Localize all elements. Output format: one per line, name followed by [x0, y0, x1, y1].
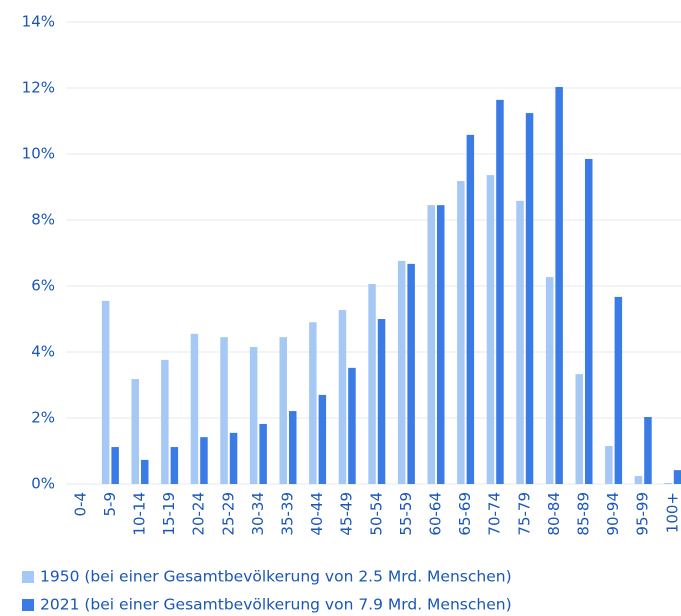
bar — [200, 437, 208, 484]
bar — [249, 347, 258, 484]
y-tick-label: 14% — [22, 13, 55, 31]
x-tick-label: 25-29 — [219, 492, 237, 536]
y-tick-label: 4% — [31, 343, 55, 361]
bar — [338, 310, 347, 484]
bar — [516, 200, 524, 485]
bar — [309, 322, 317, 484]
bar — [397, 260, 406, 484]
x-tick-label: 65-69 — [456, 492, 474, 536]
bar — [486, 175, 495, 484]
y-tick-label: 10% — [22, 145, 55, 163]
x-tick-label: 70-74 — [486, 492, 504, 536]
bar — [368, 284, 376, 484]
x-tick-label: 5-9 — [101, 492, 119, 517]
legend-label: 1950 (bei einer Gesamtbevölkerung von 2.… — [40, 568, 512, 586]
x-tick-label: 40-44 — [308, 492, 326, 536]
bar — [111, 447, 119, 484]
legend-swatch — [22, 571, 34, 583]
x-tick-label: 90-94 — [604, 492, 622, 536]
bar — [466, 134, 475, 485]
x-tick-label: 60-64 — [427, 492, 445, 536]
bar — [457, 181, 465, 484]
bar — [496, 99, 504, 484]
bar — [348, 367, 356, 484]
bar — [377, 319, 386, 484]
bar — [259, 423, 267, 484]
x-tick-label: 85-89 — [575, 492, 593, 536]
y-tick-label: 12% — [22, 79, 55, 97]
x-tick-label: 75-79 — [515, 492, 533, 536]
bar — [101, 300, 110, 484]
bar — [190, 333, 199, 484]
y-tick-label: 2% — [31, 409, 55, 427]
bar — [644, 417, 652, 484]
bar — [131, 379, 139, 484]
y-tick-label: 6% — [31, 277, 55, 295]
legend-swatch — [22, 599, 34, 611]
x-tick-label: 35-39 — [279, 492, 297, 536]
x-tick-label: 15-19 — [160, 492, 178, 536]
bar — [555, 87, 563, 484]
bar — [525, 113, 534, 484]
x-tick-label: 55-59 — [397, 492, 415, 536]
bar — [141, 459, 149, 484]
bar — [427, 205, 435, 484]
bar — [605, 446, 613, 484]
bar — [407, 263, 415, 484]
bar — [318, 394, 327, 484]
bar — [289, 411, 297, 484]
x-tick-label: 20-24 — [190, 492, 208, 536]
x-tick-label: 50-54 — [367, 492, 385, 536]
bar — [170, 447, 179, 484]
bar — [673, 470, 681, 484]
y-tick-label: 8% — [31, 211, 55, 229]
bar — [229, 432, 238, 484]
bar — [575, 374, 583, 484]
x-tick-label: 30-34 — [249, 492, 267, 536]
bar — [220, 337, 228, 484]
bar — [545, 277, 554, 484]
legend-label: 2021 (bei einer Gesamtbevölkerung von 7.… — [40, 596, 512, 614]
bar — [634, 476, 643, 484]
bar — [161, 359, 169, 484]
x-tick-label: 100+ — [663, 492, 681, 533]
x-tick-label: 95-99 — [634, 492, 652, 536]
bar — [585, 158, 593, 484]
x-tick-label: 80-84 — [545, 492, 563, 536]
x-tick-label: 0-4 — [71, 492, 89, 517]
bar — [279, 337, 287, 484]
bar — [614, 296, 623, 484]
bar — [664, 483, 672, 484]
x-tick-label: 10-14 — [131, 492, 149, 536]
y-tick-label: 0% — [31, 475, 55, 493]
x-tick-label: 45-49 — [338, 492, 356, 536]
bar — [437, 205, 445, 484]
